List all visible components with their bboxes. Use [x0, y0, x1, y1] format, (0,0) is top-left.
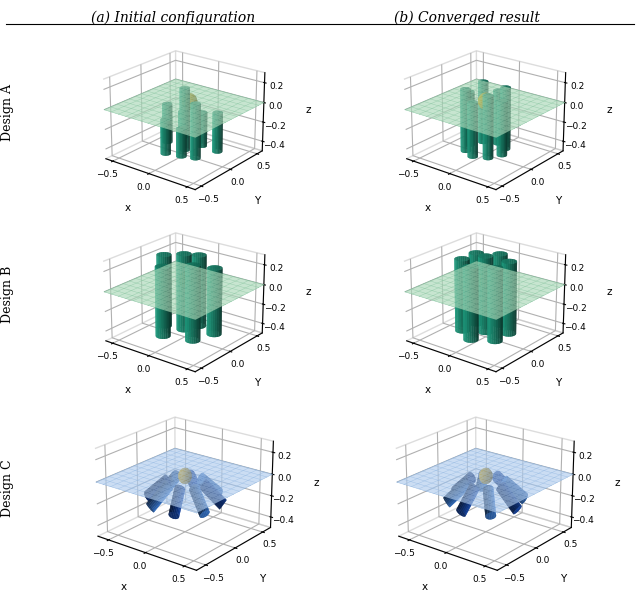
Text: Design A: Design A	[1, 84, 14, 141]
X-axis label: x: x	[124, 385, 131, 395]
Y-axis label: Y: Y	[555, 196, 561, 206]
Y-axis label: Y: Y	[254, 196, 260, 206]
X-axis label: x: x	[121, 582, 127, 592]
Text: (b) Converged result: (b) Converged result	[394, 11, 540, 25]
X-axis label: x: x	[425, 203, 431, 213]
Y-axis label: Y: Y	[555, 378, 561, 388]
X-axis label: x: x	[422, 582, 428, 592]
Text: Design C: Design C	[1, 460, 14, 517]
Y-axis label: Y: Y	[254, 378, 260, 388]
Text: Design B: Design B	[1, 266, 14, 323]
Text: (a) Initial configuration: (a) Initial configuration	[91, 11, 255, 25]
Y-axis label: Y: Y	[559, 574, 566, 585]
Y-axis label: Y: Y	[259, 574, 265, 585]
X-axis label: x: x	[124, 203, 131, 213]
X-axis label: x: x	[425, 385, 431, 395]
